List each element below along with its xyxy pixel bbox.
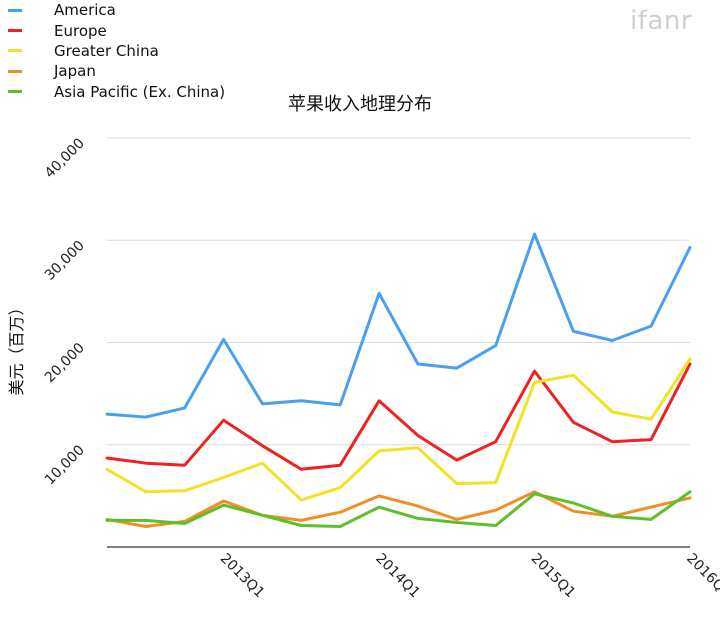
series-lines (105, 232, 692, 528)
legend-label: Greater China (54, 41, 159, 60)
tick-labels: 10,000 20,000 30,000 40,000 2013Q1 2014Q1 2015… (7, 136, 720, 602)
gridlines (107, 137, 690, 446)
series-line-japan (105, 490, 692, 528)
legend-swatch (8, 90, 22, 94)
legend-label: America (54, 1, 116, 20)
series-line-europe (105, 362, 692, 471)
y-axis-title: 美元（百万） (7, 299, 26, 395)
legend-swatch (8, 49, 22, 53)
y-tick-label: 40,000 (42, 136, 88, 182)
x-tick-label: 2013Q1 (217, 551, 268, 602)
legend-item: Japan (8, 61, 225, 81)
legend-item: Greater China (8, 41, 225, 61)
legend-label: Asia Pacific (Ex. China) (54, 82, 226, 101)
legend-swatch (8, 8, 22, 12)
watermark-logo: ifanr (630, 6, 692, 36)
x-tick-label: 2016Q1 (683, 551, 720, 602)
legend: America Europe Greater China Japan Asia Paci… (8, 0, 225, 102)
y-tick-label: 30,000 (42, 238, 88, 284)
series-line-america (105, 232, 692, 419)
legend-label: Europe (54, 21, 107, 40)
legend-swatch (8, 69, 22, 73)
y-tick-label: 20,000 (42, 340, 88, 386)
legend-item: America (8, 0, 225, 20)
legend-label: Japan (54, 62, 96, 81)
x-tick-label: 2014Q1 (372, 551, 423, 602)
y-tick-label: 10,000 (42, 442, 88, 488)
legend-item: Europe (8, 20, 225, 40)
series-line-greater-china (105, 357, 692, 502)
legend-swatch (8, 29, 22, 33)
chart-title: 苹果收入地理分布 (288, 94, 432, 115)
series-line-asia-pacific-ex-china (105, 490, 692, 528)
legend-item: Asia Pacific (Ex. China) (8, 82, 225, 102)
x-tick-label: 2015Q1 (528, 551, 579, 602)
